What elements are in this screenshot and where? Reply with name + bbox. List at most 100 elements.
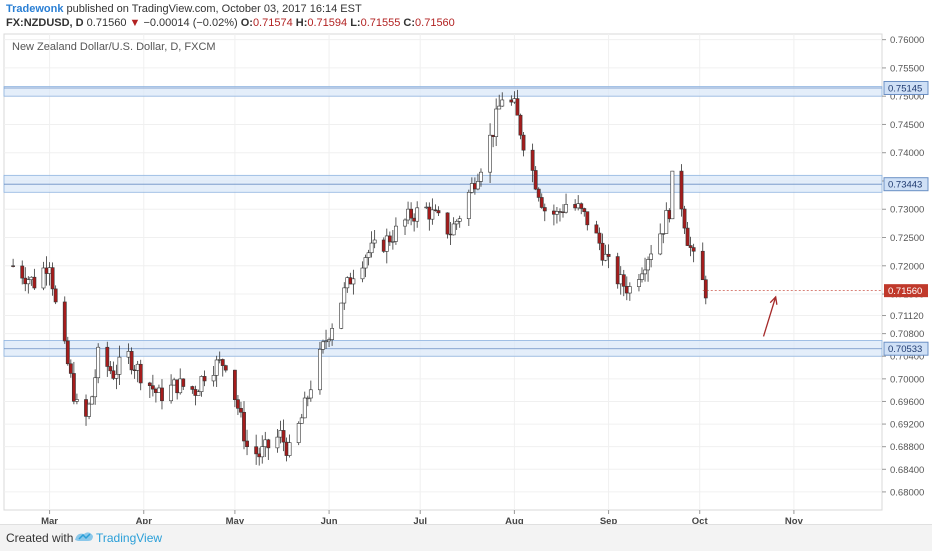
- candle-down: [44, 267, 49, 274]
- candle-down: [679, 170, 684, 210]
- candle-up: [90, 396, 95, 405]
- candle-up: [479, 171, 483, 182]
- candle-up: [664, 210, 669, 234]
- candle-down: [579, 203, 584, 209]
- candle-up: [366, 252, 371, 258]
- candle-up: [339, 302, 344, 329]
- candle-down: [239, 408, 243, 413]
- candle-down: [138, 363, 143, 384]
- candle-up: [135, 363, 140, 371]
- candle-down: [597, 232, 602, 244]
- price-tick-label: 0.71120: [890, 311, 924, 322]
- candle-up: [476, 181, 480, 190]
- candle-up: [390, 241, 395, 243]
- sr-zones: [3, 86, 883, 357]
- candle-down: [193, 389, 198, 396]
- candle-down: [242, 411, 246, 442]
- low-value: 0.71555: [360, 17, 401, 29]
- candle-up: [96, 346, 101, 379]
- price-tick-label: 0.75000: [890, 92, 924, 103]
- candle-up: [157, 387, 161, 393]
- candle-down: [11, 265, 16, 267]
- price-badges: 0.75145 0.73443 0.70533 0.71560: [702, 80, 929, 356]
- candle-down: [147, 382, 152, 386]
- candle-down: [521, 134, 526, 151]
- candle-up: [114, 374, 119, 379]
- candle-down: [223, 365, 228, 371]
- candle-up: [275, 436, 280, 449]
- candle-up: [457, 218, 462, 222]
- candle-down: [615, 256, 620, 285]
- candle-up: [564, 204, 568, 213]
- price-axis[interactable]: 0.760000.755000.750000.745000.740000.735…: [882, 35, 924, 498]
- candle-down: [32, 276, 37, 289]
- candle-down: [53, 288, 58, 303]
- price-tick-label: 0.70800: [890, 329, 924, 340]
- time-axis[interactable]: Mar Apr May Jun Jul Aug Sep Oct Nov: [41, 510, 804, 524]
- candle-up: [199, 376, 204, 392]
- candle-up: [351, 278, 356, 285]
- price-tick-label: 0.75500: [890, 63, 924, 74]
- zone-price-label: 0.73443: [888, 180, 922, 191]
- candle-down: [232, 369, 237, 400]
- candle-up: [494, 108, 499, 137]
- zone-price-label: 0.70533: [888, 344, 922, 355]
- candle-up: [211, 375, 216, 382]
- candle-down: [236, 399, 240, 409]
- candle-up: [296, 423, 301, 443]
- candle-down: [594, 224, 599, 234]
- candle-up: [169, 384, 173, 402]
- close-value: 0.71560: [415, 17, 455, 29]
- candle-down: [409, 208, 414, 219]
- candle-down: [585, 211, 590, 226]
- candle-down: [175, 379, 180, 394]
- candle-down: [530, 149, 535, 171]
- candle-down: [284, 441, 289, 456]
- price-tick-label: 0.68400: [890, 465, 924, 476]
- zone-price-badge: [883, 177, 929, 192]
- candle-up: [41, 267, 46, 289]
- candle-up: [327, 339, 331, 342]
- candle-up: [126, 351, 131, 358]
- zone-price-badge: [883, 80, 929, 95]
- tradingview-logo-icon: [75, 532, 93, 541]
- candle-down: [561, 211, 565, 213]
- price-tick-label: 0.69600: [890, 397, 924, 408]
- price-tick-label: 0.69200: [890, 420, 924, 431]
- arrow-shaft: [762, 296, 777, 337]
- candle-up: [26, 279, 31, 285]
- projection-arrow: [762, 295, 778, 337]
- candle-up: [308, 389, 313, 399]
- candle-up: [217, 359, 222, 361]
- candle-up: [172, 379, 177, 386]
- candle-down: [700, 250, 705, 281]
- candle-up: [29, 276, 34, 280]
- candle-down: [348, 277, 353, 285]
- candle-up: [640, 273, 644, 280]
- candle-down: [23, 277, 28, 285]
- candle-up: [661, 233, 666, 235]
- price-tick-label: 0.74000: [890, 148, 924, 159]
- candle-up: [649, 253, 654, 260]
- candle-down: [533, 170, 538, 190]
- tradingview-brand[interactable]: TradingView: [96, 531, 163, 545]
- candle-up: [345, 277, 350, 289]
- candle-up: [93, 377, 98, 398]
- candle-down: [181, 378, 186, 387]
- price-chart[interactable]: 0.760000.755000.750000.745000.740000.735…: [0, 30, 932, 524]
- candle-down: [202, 376, 207, 382]
- low-label: L:: [350, 17, 361, 29]
- published-text: published on TradingView.com, October 03…: [66, 3, 362, 15]
- price-tick-label: 0.74500: [890, 120, 924, 131]
- candle-down: [621, 274, 626, 287]
- candle-down: [667, 210, 672, 220]
- candle-down: [71, 373, 76, 402]
- created-with-label: Created with: [6, 531, 74, 545]
- candle-up: [469, 183, 474, 193]
- plot-frame: [3, 33, 883, 511]
- candle-down: [436, 210, 441, 214]
- candle-up: [512, 98, 517, 103]
- author-link[interactable]: Tradewonk: [6, 3, 64, 15]
- candle-up: [263, 439, 268, 447]
- candle-down: [65, 340, 70, 365]
